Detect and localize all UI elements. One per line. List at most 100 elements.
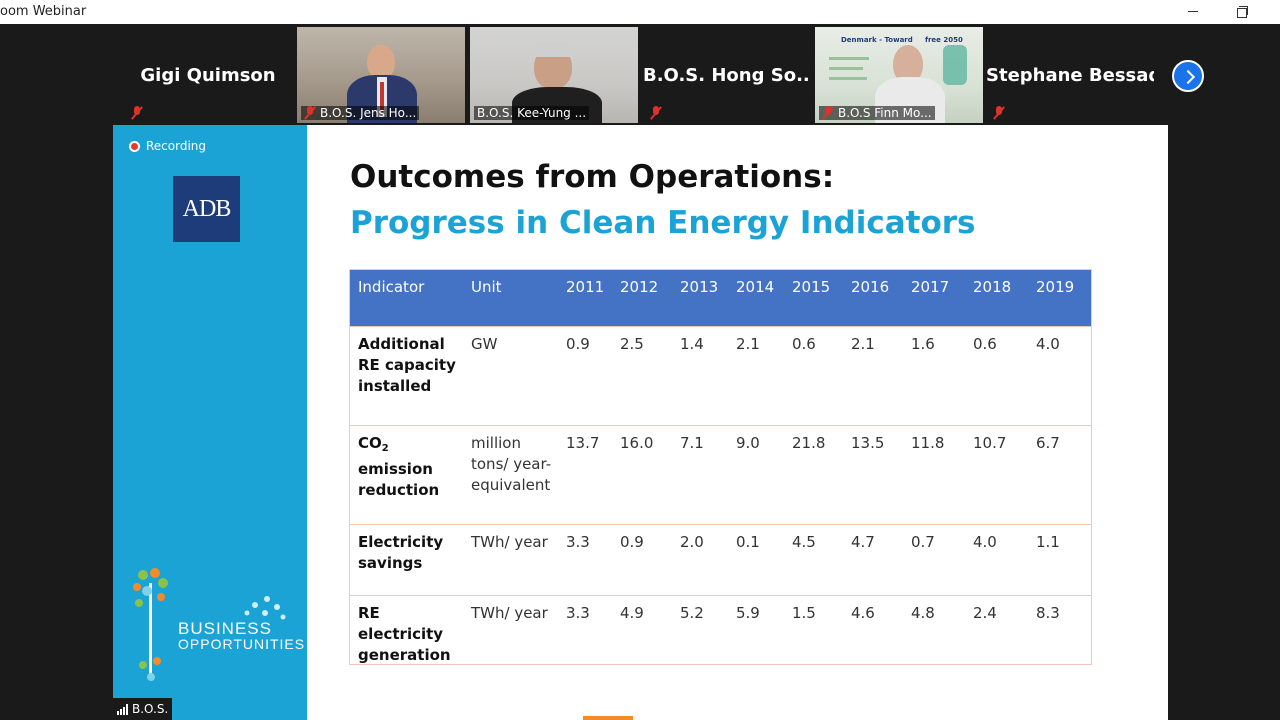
value-cell: 13.7	[566, 434, 600, 452]
value-cell: 6.7	[1036, 434, 1060, 452]
participant-label: B.O.S. Kee-Yung ...	[474, 106, 590, 120]
participant-tile[interactable]: Gigi Quimson	[124, 27, 292, 123]
unit-cell: TWh/ year	[471, 604, 548, 622]
signal-strength-icon	[117, 703, 128, 715]
participant-name: B.O.S Finn Mo...	[838, 106, 932, 120]
table-row: Electricity savings TWh/ year 3.3 0.9 2.…	[350, 524, 1091, 595]
presenter-name: B.O.S.	[132, 702, 169, 716]
column-header: 2016	[851, 278, 890, 296]
value-cell: 0.9	[566, 335, 590, 353]
recording-dot-icon	[129, 140, 140, 152]
next-page-chevron-icon[interactable]	[1172, 60, 1204, 92]
background-banner-text: Denmark - Toward free 2050	[841, 36, 963, 44]
restore-button[interactable]	[1218, 0, 1264, 24]
value-cell: 7.1	[680, 434, 704, 452]
indicator-cell: Electricity savings	[358, 533, 444, 572]
value-cell: 21.8	[792, 434, 826, 452]
table-row: CO2 emission reduction million tons/ yea…	[350, 425, 1091, 524]
participant-name: B.O.S. Hong So...	[643, 65, 811, 86]
participant-tile[interactable]: Denmark - Toward free 2050 B.O.S Finn Mo…	[815, 27, 983, 123]
table-row: RE electricity generation TWh/ year 3.3 …	[350, 595, 1091, 664]
slide-sidebar: Recording ADB	[113, 125, 307, 720]
table-header: Indicator Unit 2011 2012 2013 2014 2015 …	[350, 270, 1091, 326]
value-cell: 3.3	[566, 533, 590, 551]
value-cell: 1.5	[792, 604, 816, 622]
value-cell: 0.6	[792, 335, 816, 353]
shared-screen-slide: Recording ADB	[113, 125, 1168, 720]
value-cell: 9.0	[736, 434, 760, 452]
value-cell: 10.7	[973, 434, 1007, 452]
value-cell: 4.9	[620, 604, 644, 622]
unit-cell: TWh/ year	[471, 533, 548, 551]
slide-subtitle: Progress in Clean Energy Indicators	[350, 205, 976, 241]
value-cell: 0.9	[620, 533, 644, 551]
window-titlebar: oom Webinar	[0, 0, 1280, 24]
tree-icon	[133, 568, 286, 681]
participant-label	[647, 106, 665, 120]
table-row: Additional RE capacity installed GW 0.9 …	[350, 326, 1091, 425]
indicator-cell: CO2 emission reduction	[358, 434, 440, 499]
indicator-cell: Additional RE capacity installed	[358, 335, 456, 395]
business-opportunities-logo: BUSINESS OPPORTUNITIES	[127, 565, 304, 685]
column-header: 2012	[620, 278, 659, 296]
participant-name: B.O.S. Jens Ho...	[320, 106, 417, 120]
column-header: 2019	[1036, 278, 1075, 296]
participant-tile[interactable]: B.O.S. Jens Ho...	[297, 27, 465, 123]
value-cell: 4.0	[973, 533, 997, 551]
column-header: 2018	[973, 278, 1012, 296]
value-cell: 5.2	[680, 604, 704, 622]
participant-tile[interactable]: B.O.S. Hong So...	[643, 27, 811, 123]
value-cell: 0.1	[736, 533, 760, 551]
mic-muted-icon	[304, 106, 316, 120]
participant-label: B.O.S Finn Mo...	[819, 106, 935, 120]
column-header: Indicator	[358, 278, 425, 296]
value-cell: 11.8	[911, 434, 945, 452]
value-cell: 8.3	[1036, 604, 1060, 622]
value-cell: 16.0	[620, 434, 654, 452]
mic-muted-icon	[650, 106, 662, 120]
window-title: oom Webinar	[0, 4, 87, 19]
recording-label: Recording	[146, 139, 207, 153]
minimize-button[interactable]	[1170, 0, 1216, 24]
column-header: 2015	[792, 278, 831, 296]
slide-accent-bar	[583, 716, 633, 720]
participant-name: Gigi Quimson	[140, 65, 276, 86]
value-cell: 4.6	[851, 604, 875, 622]
value-cell: 2.5	[620, 335, 644, 353]
value-cell: 4.5	[792, 533, 816, 551]
value-cell: 2.0	[680, 533, 704, 551]
participant-video	[470, 27, 638, 123]
value-cell: 3.3	[566, 604, 590, 622]
mic-muted-icon	[993, 106, 1005, 120]
participant-label	[128, 106, 146, 120]
unit-cell: GW	[471, 335, 498, 353]
unit-cell: million tons/ year-equivalent	[471, 434, 552, 494]
indicator-cell: RE electricity generation	[358, 604, 451, 664]
recording-indicator[interactable]: Recording	[129, 139, 206, 153]
value-cell: 4.8	[911, 604, 935, 622]
value-cell: 1.1	[1036, 533, 1060, 551]
mic-muted-icon	[822, 106, 834, 120]
value-cell: 4.7	[851, 533, 875, 551]
participant-strip: Gigi Quimson B.O.S. Jens Ho... B.O.S. Ke…	[0, 24, 1280, 124]
participant-label	[990, 106, 1008, 120]
participant-tile[interactable]: Stephane Bessadi	[986, 27, 1154, 123]
value-cell: 0.7	[911, 533, 935, 551]
value-cell: 1.4	[680, 335, 704, 353]
slide-title: Outcomes from Operations:	[350, 159, 835, 195]
column-header: 2013	[680, 278, 719, 296]
value-cell: 13.5	[851, 434, 885, 452]
column-header: 2014	[736, 278, 775, 296]
value-cell: 4.0	[1036, 335, 1060, 353]
mic-muted-icon	[131, 106, 143, 120]
indicators-table: Indicator Unit 2011 2012 2013 2014 2015 …	[349, 269, 1092, 665]
presenter-tag: B.O.S.	[113, 698, 173, 720]
participant-name: Stephane Bessadi	[986, 65, 1154, 86]
branding-line-2: OPPORTUNITIES	[178, 636, 306, 652]
participant-tile[interactable]: B.O.S. Kee-Yung ...	[470, 27, 638, 123]
adb-logo: ADB	[173, 176, 240, 242]
branding-line-1: BUSINESS	[178, 619, 272, 638]
value-cell: 2.4	[973, 604, 997, 622]
participant-name: B.O.S. Kee-Yung ...	[477, 106, 587, 120]
value-cell: 0.6	[973, 335, 997, 353]
